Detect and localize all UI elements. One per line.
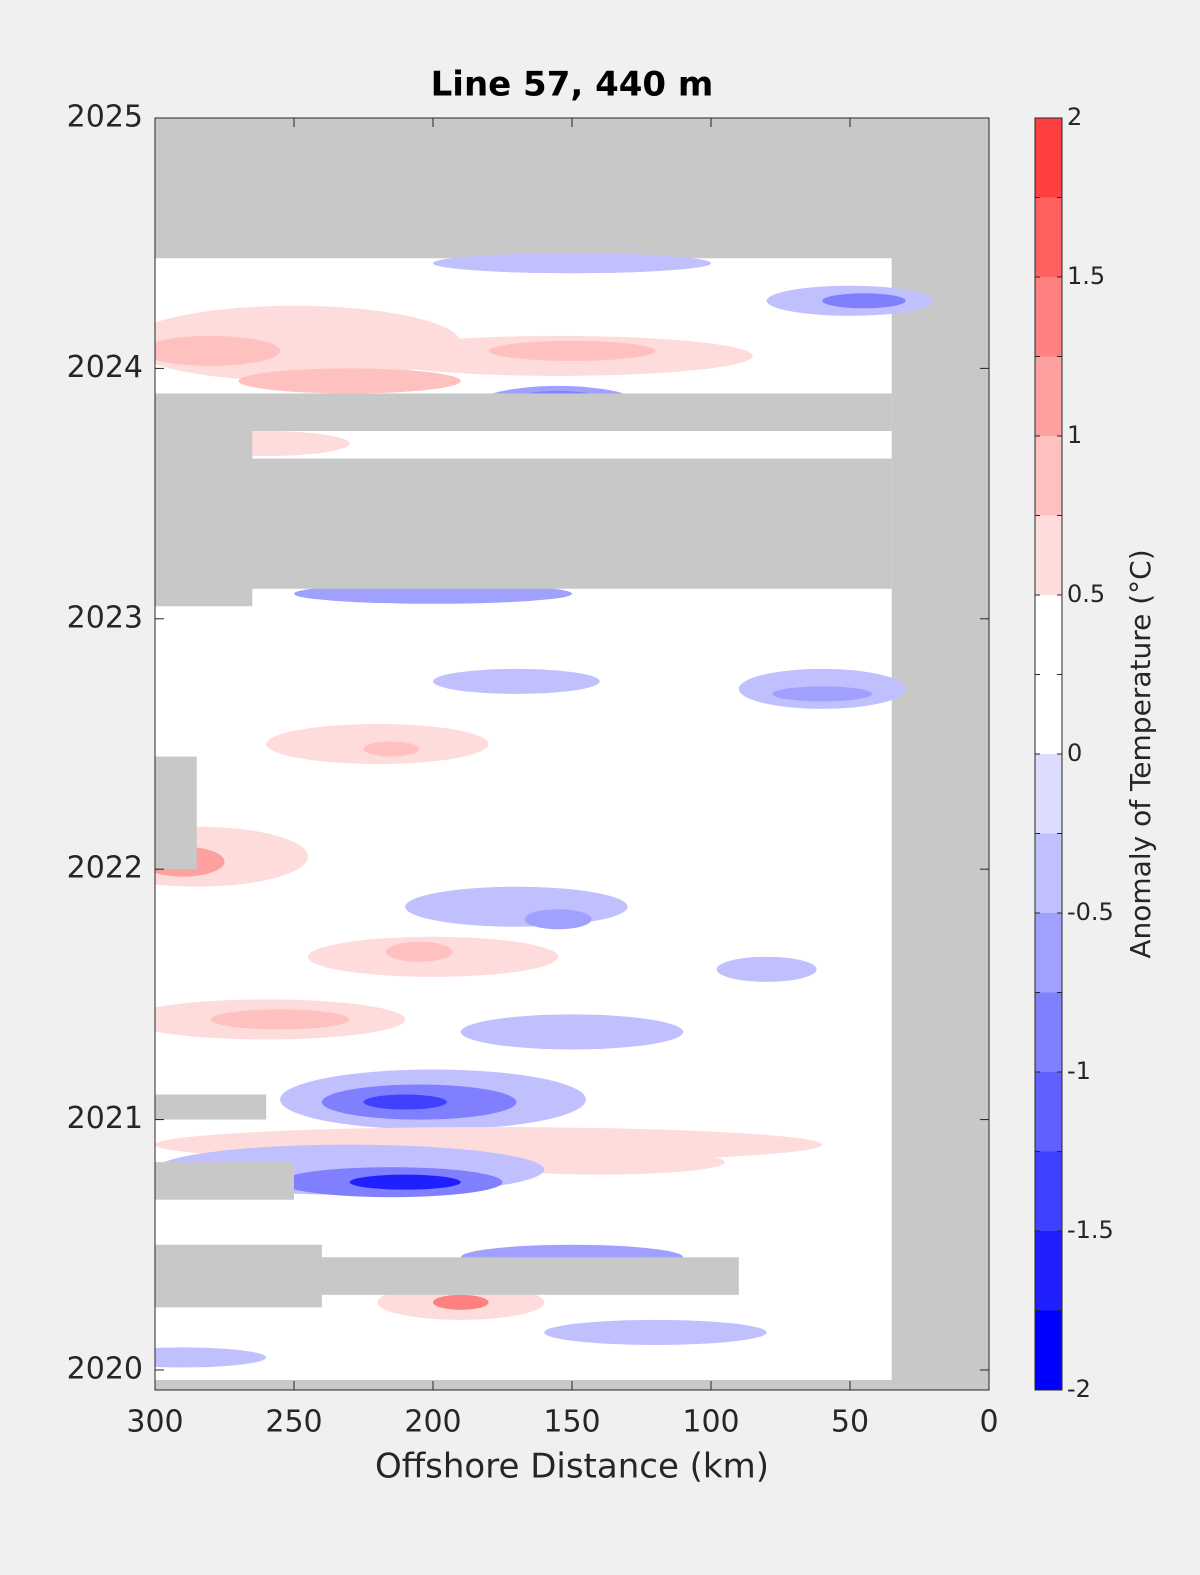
colorbar-band	[1035, 436, 1062, 516]
anomaly-contour	[155, 626, 322, 662]
colorbar-tick-label: 2	[1067, 103, 1082, 131]
chart-title: Line 57, 440 m	[431, 65, 714, 105]
colorbar-band	[1035, 118, 1062, 198]
anomaly-contour	[822, 293, 906, 309]
colorbar-tick-label: 0.5	[1067, 580, 1105, 608]
colorbar-band	[1035, 197, 1062, 277]
x-axis-label: Offshore Distance (km)	[375, 1447, 769, 1487]
anomaly-contour	[238, 368, 461, 394]
colorbar-band	[1035, 515, 1062, 595]
anomaly-contour	[433, 253, 711, 274]
colorbar-tick-label: -1.5	[1067, 1216, 1114, 1244]
y-tick-label: 2020	[67, 1351, 143, 1386]
axes: 300 250 200 150 100 50 02020202120222023202420…	[67, 100, 1114, 1440]
x-tick-label: 150	[543, 1405, 600, 1440]
colorbar-band	[1035, 277, 1062, 357]
plot-area	[155, 118, 989, 1390]
y-tick-label: 2025	[67, 100, 143, 135]
colorbar-band	[1035, 595, 1062, 675]
colorbar-box	[1034, 117, 1063, 1391]
anomaly-contour	[460, 1014, 684, 1050]
colorbar-band	[1035, 1151, 1062, 1231]
no-data-region	[155, 1244, 322, 1308]
colorbar-band	[1035, 674, 1062, 754]
y-tick-label: 2024	[67, 350, 143, 385]
colorbar-band	[1035, 1310, 1062, 1390]
anomaly-contour	[405, 886, 628, 927]
x-tick-label: 250	[265, 1405, 322, 1440]
anomaly-contour	[697, 1074, 837, 1115]
no-data-region	[155, 1094, 267, 1120]
no-data-region	[155, 430, 253, 607]
y-tick-label: 2021	[67, 1101, 143, 1136]
anomaly-contour	[524, 909, 592, 930]
anomaly-contour	[433, 1294, 489, 1310]
anomaly-contour	[516, 616, 684, 647]
colorbar-tick-label: -0.5	[1067, 898, 1114, 926]
anomaly-contour	[349, 1174, 461, 1190]
anomaly-contour	[155, 335, 281, 366]
colorbar-band	[1035, 754, 1062, 834]
colorbar-band	[1035, 992, 1062, 1072]
anomaly-contour	[210, 1009, 350, 1030]
x-tick-label: 0	[979, 1405, 998, 1440]
anomaly-contour	[363, 741, 420, 757]
colorbar-tick-label: 1.5	[1067, 262, 1105, 290]
colorbar-band	[1035, 1231, 1062, 1311]
colorbar-band	[1035, 913, 1062, 993]
colorbar-band	[1035, 356, 1062, 436]
anomaly-contour	[363, 1094, 447, 1110]
colorbar-band	[1035, 1072, 1062, 1152]
anomaly-contour	[155, 1347, 267, 1368]
colorbar-band	[1035, 833, 1062, 913]
no-data-region	[155, 393, 892, 431]
x-tick-label: 50	[831, 1405, 869, 1440]
anomaly-contour	[716, 956, 817, 982]
no-data-region	[155, 1162, 294, 1200]
anomaly-field	[155, 253, 934, 1368]
anomaly-contour	[433, 668, 600, 694]
x-tick-label: 200	[404, 1405, 461, 1440]
colorbar-tick-label: -2	[1067, 1375, 1091, 1403]
colorbar-tick-label: 1	[1067, 421, 1082, 449]
y-tick-label: 2023	[67, 600, 143, 635]
colorbar-label: Anomaly of Temperature (°C)	[1124, 549, 1157, 958]
anomaly-contour	[544, 816, 767, 847]
anomaly-contour	[544, 1319, 767, 1345]
colorbar-tick-label: 0	[1067, 739, 1082, 767]
anomaly-contour	[385, 941, 453, 962]
colorbar-tick-label: -1	[1067, 1057, 1091, 1085]
x-tick-label: 300	[126, 1405, 183, 1440]
x-tick-label: 100	[682, 1405, 739, 1440]
y-tick-label: 2022	[67, 851, 143, 886]
no-data-region	[155, 458, 892, 589]
anomaly-contour	[488, 340, 656, 361]
anomaly-contour	[772, 686, 873, 702]
no-data-region	[155, 756, 197, 870]
